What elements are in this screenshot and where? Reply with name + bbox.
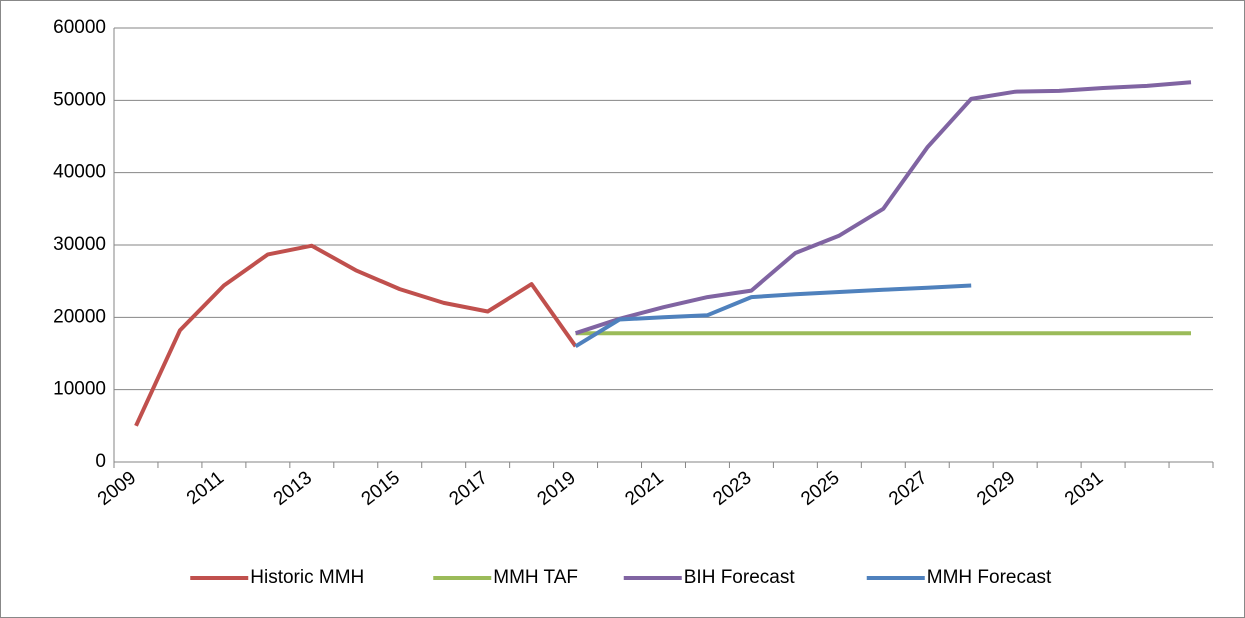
y-tick-label: 20000 [53, 306, 106, 327]
series-line [134, 243, 578, 427]
y-tick-label: 10000 [53, 379, 106, 400]
legend-label: BIH Forecast [684, 567, 796, 588]
legend-label: MMH Forecast [927, 567, 1052, 588]
series-line [574, 283, 972, 349]
y-tick-label: 0 [95, 451, 106, 472]
y-tick-label: 30000 [53, 234, 106, 255]
y-tick-label: 50000 [53, 89, 106, 110]
legend-label: MMH TAF [493, 567, 578, 588]
y-tick-label: 40000 [53, 162, 106, 183]
series-line [574, 80, 1192, 336]
y-tick-label: 60000 [53, 17, 106, 38]
legend-label: Historic MMH [250, 567, 364, 588]
